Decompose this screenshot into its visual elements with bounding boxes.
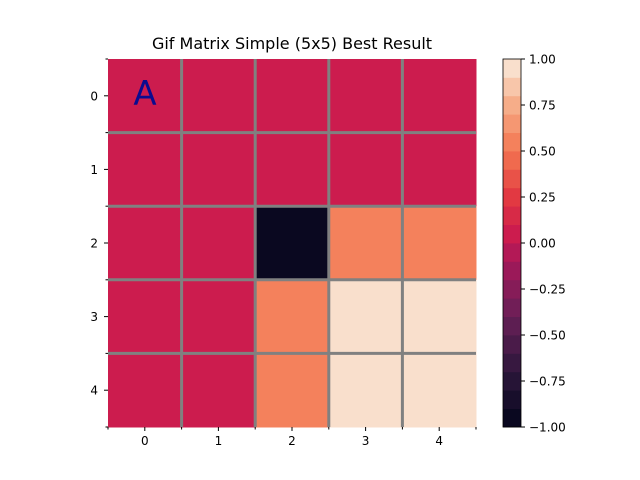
colorbar-tick-label: −0.50 — [529, 329, 566, 343]
colorbar: 1.00 0.75 0.50 0.25 0.00 −0.25 −0.50 −0.75 −1.00 — [502, 53, 566, 435]
y-tick-label: 4 — [90, 384, 98, 398]
colorbar-tick-label: −0.25 — [529, 283, 566, 297]
heatmap-cell — [402, 132, 477, 207]
heatmap-cell — [328, 353, 403, 428]
heatmap-cell — [255, 353, 330, 428]
y-tick-label: 3 — [90, 310, 98, 324]
heatmap-cell — [255, 206, 330, 281]
colorbar-segment — [503, 77, 521, 97]
colorbar-segment — [503, 114, 521, 133]
x-tick-label: 1 — [215, 434, 223, 448]
cell-annotations: A — [133, 74, 156, 114]
x-tick-label: 2 — [288, 434, 296, 448]
colorbar-segment — [503, 169, 521, 189]
heatmap-cell — [108, 206, 183, 281]
heatmap-cell — [181, 59, 256, 134]
colorbar-segment — [503, 371, 521, 391]
colorbar-segment — [503, 335, 521, 354]
colorbar-segment — [503, 187, 521, 207]
heatmap-cell — [328, 279, 403, 354]
heatmap-cell — [255, 279, 330, 354]
colorbar-tick-label: 0.50 — [529, 145, 556, 159]
y-tick-label: 2 — [90, 237, 98, 251]
colorbar-segment — [503, 353, 521, 373]
heatmap-cell — [255, 132, 330, 207]
colorbar-segment — [503, 151, 521, 170]
heatmap-cell — [328, 59, 403, 134]
chart-title: Gif Matrix Simple (5x5) Best Result — [152, 34, 432, 53]
heatmap-cell — [108, 279, 183, 354]
heatmap-cell — [181, 206, 256, 281]
x-tick-label: 0 — [141, 434, 149, 448]
heatmap-cell — [108, 132, 183, 207]
colorbar-segment — [503, 132, 521, 152]
heatmap-cell — [108, 59, 183, 134]
colorbar-segment — [503, 95, 521, 115]
heatmap-cells — [108, 59, 477, 428]
cell-annotation-label: A — [133, 74, 156, 114]
colorbar-tick-label: 1.00 — [529, 53, 556, 67]
colorbar-segment — [503, 261, 521, 281]
colorbar-segment — [503, 243, 521, 262]
heatmap-cell — [402, 59, 477, 134]
colorbar-segment — [503, 316, 521, 336]
heatmap-axes: 0 1 2 3 4 0 1 2 3 4 — [90, 58, 477, 448]
colorbar-segment — [503, 224, 521, 244]
heatmap-cell — [108, 353, 183, 428]
colorbar-segment — [503, 279, 521, 299]
colorbar-segment — [503, 408, 521, 428]
heatmap-gridlines — [108, 59, 476, 427]
colorbar-tick-label: 0.25 — [529, 191, 556, 205]
colorbar-tick-label: −0.75 — [529, 375, 566, 389]
heatmap-cell — [255, 59, 330, 134]
colorbar-segment — [503, 298, 521, 317]
heatmap-cell — [181, 132, 256, 207]
colorbar-tick-label: 0.75 — [529, 99, 556, 113]
colorbar-segment — [503, 206, 521, 225]
heatmap-cell — [402, 206, 477, 281]
y-tick-label: 1 — [90, 163, 98, 177]
colorbar-segment — [503, 59, 521, 78]
colorbar-segment — [503, 390, 521, 409]
heatmap-cell — [328, 206, 403, 281]
heatmap-cell — [402, 279, 477, 354]
heatmap-cell — [181, 353, 256, 428]
x-tick-label: 3 — [362, 434, 370, 448]
heatmap-cell — [402, 353, 477, 428]
colorbar-tick-label: −1.00 — [529, 421, 566, 435]
heatmap-cell — [181, 279, 256, 354]
colorbar-tick-label: 0.00 — [529, 237, 556, 251]
heatmap-cell — [328, 132, 403, 207]
x-tick-label: 4 — [435, 434, 443, 448]
y-tick-label: 0 — [90, 89, 98, 103]
